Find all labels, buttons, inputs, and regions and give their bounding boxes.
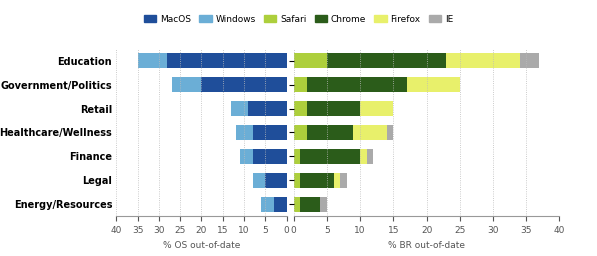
Bar [294, 77, 307, 92]
Bar [447, 54, 519, 68]
Bar [334, 173, 340, 188]
Bar [261, 197, 274, 211]
Bar [519, 54, 540, 68]
Bar [248, 101, 287, 116]
Bar [320, 197, 327, 211]
Bar [367, 149, 374, 164]
Bar [202, 77, 287, 92]
Bar [240, 149, 253, 164]
Bar [265, 173, 287, 188]
Bar [231, 101, 248, 116]
Legend: MacOS, Windows, Safari, Chrome, Firefox, IE: MacOS, Windows, Safari, Chrome, Firefox,… [140, 11, 457, 27]
Bar [294, 197, 300, 211]
Bar [274, 197, 287, 211]
Bar [253, 125, 287, 140]
Bar [387, 125, 393, 140]
Bar [300, 173, 334, 188]
Bar [340, 173, 347, 188]
Bar [294, 54, 327, 68]
Bar [294, 149, 300, 164]
Bar [307, 125, 353, 140]
Bar [172, 77, 202, 92]
Bar [353, 125, 387, 140]
Bar [360, 101, 393, 116]
X-axis label: % BR out-of-date: % BR out-of-date [388, 241, 465, 250]
Bar [294, 173, 300, 188]
Bar [407, 77, 460, 92]
Bar [253, 173, 265, 188]
Bar [235, 125, 253, 140]
Bar [300, 197, 320, 211]
Bar [307, 101, 360, 116]
Bar [294, 125, 307, 140]
X-axis label: % OS out-of-date: % OS out-of-date [163, 241, 240, 250]
Bar [327, 54, 447, 68]
Bar [138, 54, 167, 68]
Bar [294, 101, 307, 116]
Bar [360, 149, 367, 164]
Bar [300, 149, 360, 164]
Bar [253, 149, 287, 164]
Bar [167, 54, 287, 68]
Bar [307, 77, 407, 92]
